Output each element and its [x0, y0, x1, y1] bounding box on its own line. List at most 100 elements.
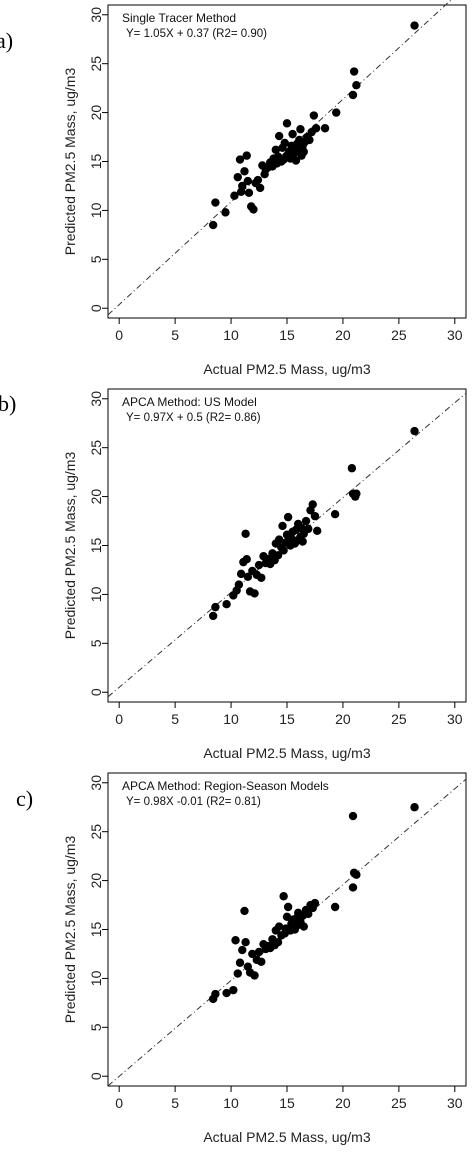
- data-point: [313, 526, 322, 536]
- data-point: [250, 971, 259, 980]
- annotation-title: Single Tracer Method: [122, 11, 236, 25]
- data-point: [348, 90, 358, 100]
- y-tick-label: 10: [88, 202, 104, 218]
- y-tick-label: 25: [88, 56, 104, 72]
- data-point: [243, 176, 253, 186]
- x-tick-label: 20: [335, 327, 351, 343]
- data-point: [229, 985, 238, 995]
- y-tick-label: 0: [88, 1072, 104, 1080]
- data-point: [348, 883, 358, 892]
- data-point: [283, 902, 293, 912]
- panel-label: c): [16, 786, 33, 811]
- y-tick-label: 25: [88, 824, 104, 840]
- data-point: [330, 510, 340, 519]
- data-point: [274, 922, 284, 931]
- scatter-plot-b: b) 0 5 10 15 20 25 30 0 5 10 15 20 25 30 Actual PM2.5 M…: [0, 388, 467, 761]
- data-point: [208, 611, 218, 621]
- x-tick-label: 25: [391, 327, 407, 343]
- x-tick-label: 25: [391, 1095, 407, 1111]
- annotation-equation: Y= 0.97X + 0.5 (R2= 0.86): [126, 412, 261, 424]
- y-tick-label: 15: [88, 922, 104, 938]
- data-point: [222, 599, 231, 609]
- data-point: [310, 511, 320, 521]
- data-point: [243, 572, 253, 581]
- data-point: [279, 546, 288, 555]
- x-tick-label: 25: [391, 711, 407, 727]
- data-point: [211, 198, 220, 207]
- x-tick-label: 10: [223, 711, 239, 727]
- x-tick-label: 30: [447, 327, 463, 343]
- fit-line: [107, 0, 452, 316]
- y-tick-label: 5: [88, 639, 104, 647]
- data-point: [248, 949, 257, 959]
- data-point: [257, 957, 266, 966]
- data-point: [280, 138, 289, 148]
- panel-label: a): [0, 28, 13, 53]
- x-axis-label: Actual PM2.5 Mass, ug/m3: [203, 361, 371, 377]
- y-axis-label: Predicted PM2.5 Mass, ug/m3: [62, 836, 78, 1024]
- data-point: [410, 803, 419, 812]
- data-point: [311, 124, 321, 133]
- chart-panel-c: c) 0 5 10 15 20 25 30 0 5 10 15 20 25 30 Actual PM2.5 M…: [0, 768, 474, 1152]
- y-tick-label: 20: [88, 105, 104, 121]
- data-point: [288, 129, 297, 139]
- x-tick-label: 10: [223, 1095, 239, 1111]
- y-tick-label: 5: [88, 1023, 104, 1031]
- data-point: [250, 589, 259, 598]
- x-tick-label: 20: [335, 711, 351, 727]
- y-tick-label: 30: [88, 391, 104, 407]
- data-point: [211, 602, 220, 612]
- data-point: [283, 512, 293, 522]
- data-point: [211, 989, 220, 999]
- data-point: [234, 580, 244, 589]
- y-tick-label: 15: [88, 154, 104, 170]
- data-point: [309, 111, 319, 120]
- scatter-plot-a: a) 0 5 10 15 20 25 30 0 5 10 15 20 25 30 Actual PM2.5 M…: [0, 0, 467, 377]
- data-point: [271, 145, 281, 154]
- x-tick-label: 5: [171, 711, 179, 727]
- data-point: [208, 220, 218, 230]
- y-tick-label: 30: [88, 775, 104, 791]
- data-point: [282, 119, 292, 128]
- data-point: [348, 811, 358, 821]
- x-tick-label: 20: [335, 1095, 351, 1111]
- data-point: [273, 938, 283, 947]
- data-point: [273, 551, 283, 560]
- data-point: [330, 902, 340, 912]
- data-point: [230, 191, 239, 200]
- data-point: [240, 167, 249, 176]
- data-point: [279, 892, 288, 901]
- data-point: [274, 535, 284, 544]
- chart-panel-a: a) 0 5 10 15 20 25 30 0 5 10 15 20 25 30 Actual PM2.5 M…: [0, 0, 474, 384]
- annotation-equation: Y= 1.05X + 0.37 (R2= 0.90): [126, 28, 267, 40]
- x-tick-label: 15: [279, 327, 295, 343]
- y-tick-label: 5: [88, 255, 104, 263]
- y-axis-label: Predicted PM2.5 Mass, ug/m3: [62, 68, 78, 256]
- data-point: [233, 969, 242, 978]
- data-point: [278, 521, 287, 531]
- data-point: [347, 464, 357, 473]
- data-point: [255, 183, 265, 193]
- y-tick-label: 25: [88, 440, 104, 456]
- data-point: [310, 898, 320, 908]
- annotation-title: APCA Method: Region-Season Models: [122, 779, 329, 793]
- x-tick-label: 15: [279, 711, 295, 727]
- data-point: [254, 947, 264, 957]
- data-point: [291, 156, 301, 165]
- annotation-title: APCA Method: US Model: [122, 395, 257, 409]
- data-point: [254, 560, 264, 570]
- data-point: [242, 554, 251, 564]
- y-tick-label: 0: [88, 688, 104, 696]
- y-tick-label: 20: [88, 489, 104, 505]
- scatter-plot-c: c) 0 5 10 15 20 25 30 0 5 10 15 20 25 30 Actual PM2.5 M…: [16, 772, 467, 1145]
- data-point: [274, 131, 284, 141]
- data-point: [235, 155, 245, 164]
- data-point: [221, 208, 230, 217]
- y-tick-label: 10: [88, 970, 104, 986]
- data-point: [308, 500, 317, 509]
- data-point: [241, 938, 250, 947]
- data-point: [296, 125, 305, 134]
- y-tick-label: 15: [88, 538, 104, 554]
- x-tick-label: 15: [279, 1095, 295, 1111]
- data-point: [410, 426, 419, 436]
